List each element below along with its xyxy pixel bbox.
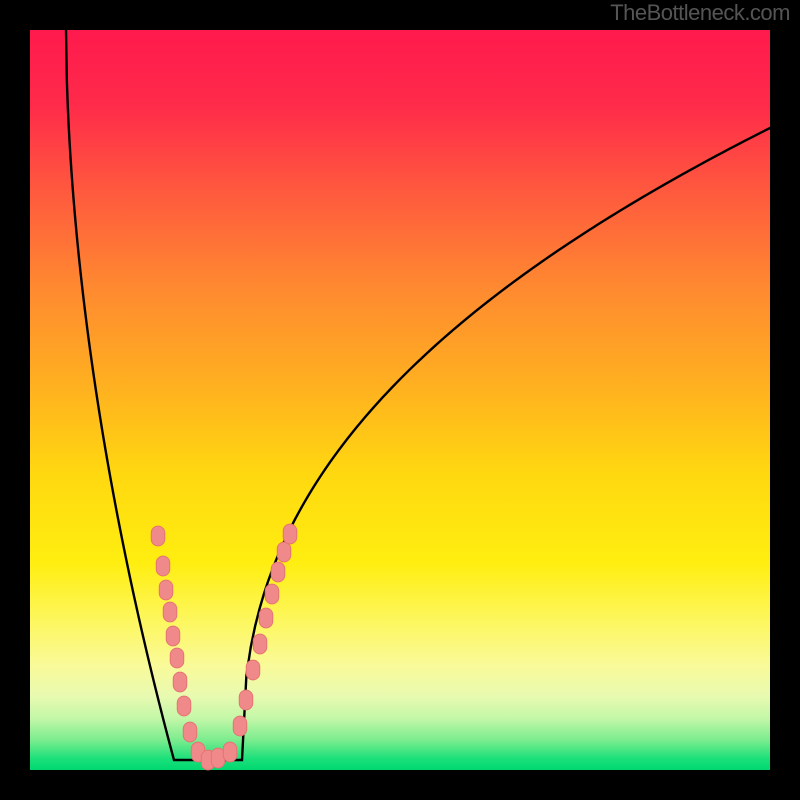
scatter-point	[223, 742, 237, 762]
scatter-point	[271, 562, 285, 582]
bottleneck-chart	[0, 0, 800, 800]
scatter-point	[173, 672, 187, 692]
scatter-point	[166, 626, 180, 646]
scatter-point	[211, 748, 225, 768]
scatter-point	[277, 542, 291, 562]
scatter-point	[265, 584, 279, 604]
scatter-point	[163, 602, 177, 622]
scatter-point	[239, 690, 253, 710]
scatter-point	[170, 648, 184, 668]
scatter-point	[246, 660, 260, 680]
gradient-background	[30, 30, 770, 770]
scatter-point	[253, 634, 267, 654]
watermark-text: TheBottleneck.com	[610, 0, 790, 26]
scatter-point	[151, 526, 165, 546]
scatter-point	[183, 722, 197, 742]
scatter-point	[156, 556, 170, 576]
scatter-point	[233, 716, 247, 736]
scatter-point	[159, 580, 173, 600]
stage: TheBottleneck.com	[0, 0, 800, 800]
scatter-point	[259, 608, 273, 628]
scatter-point	[177, 696, 191, 716]
scatter-point	[283, 524, 297, 544]
